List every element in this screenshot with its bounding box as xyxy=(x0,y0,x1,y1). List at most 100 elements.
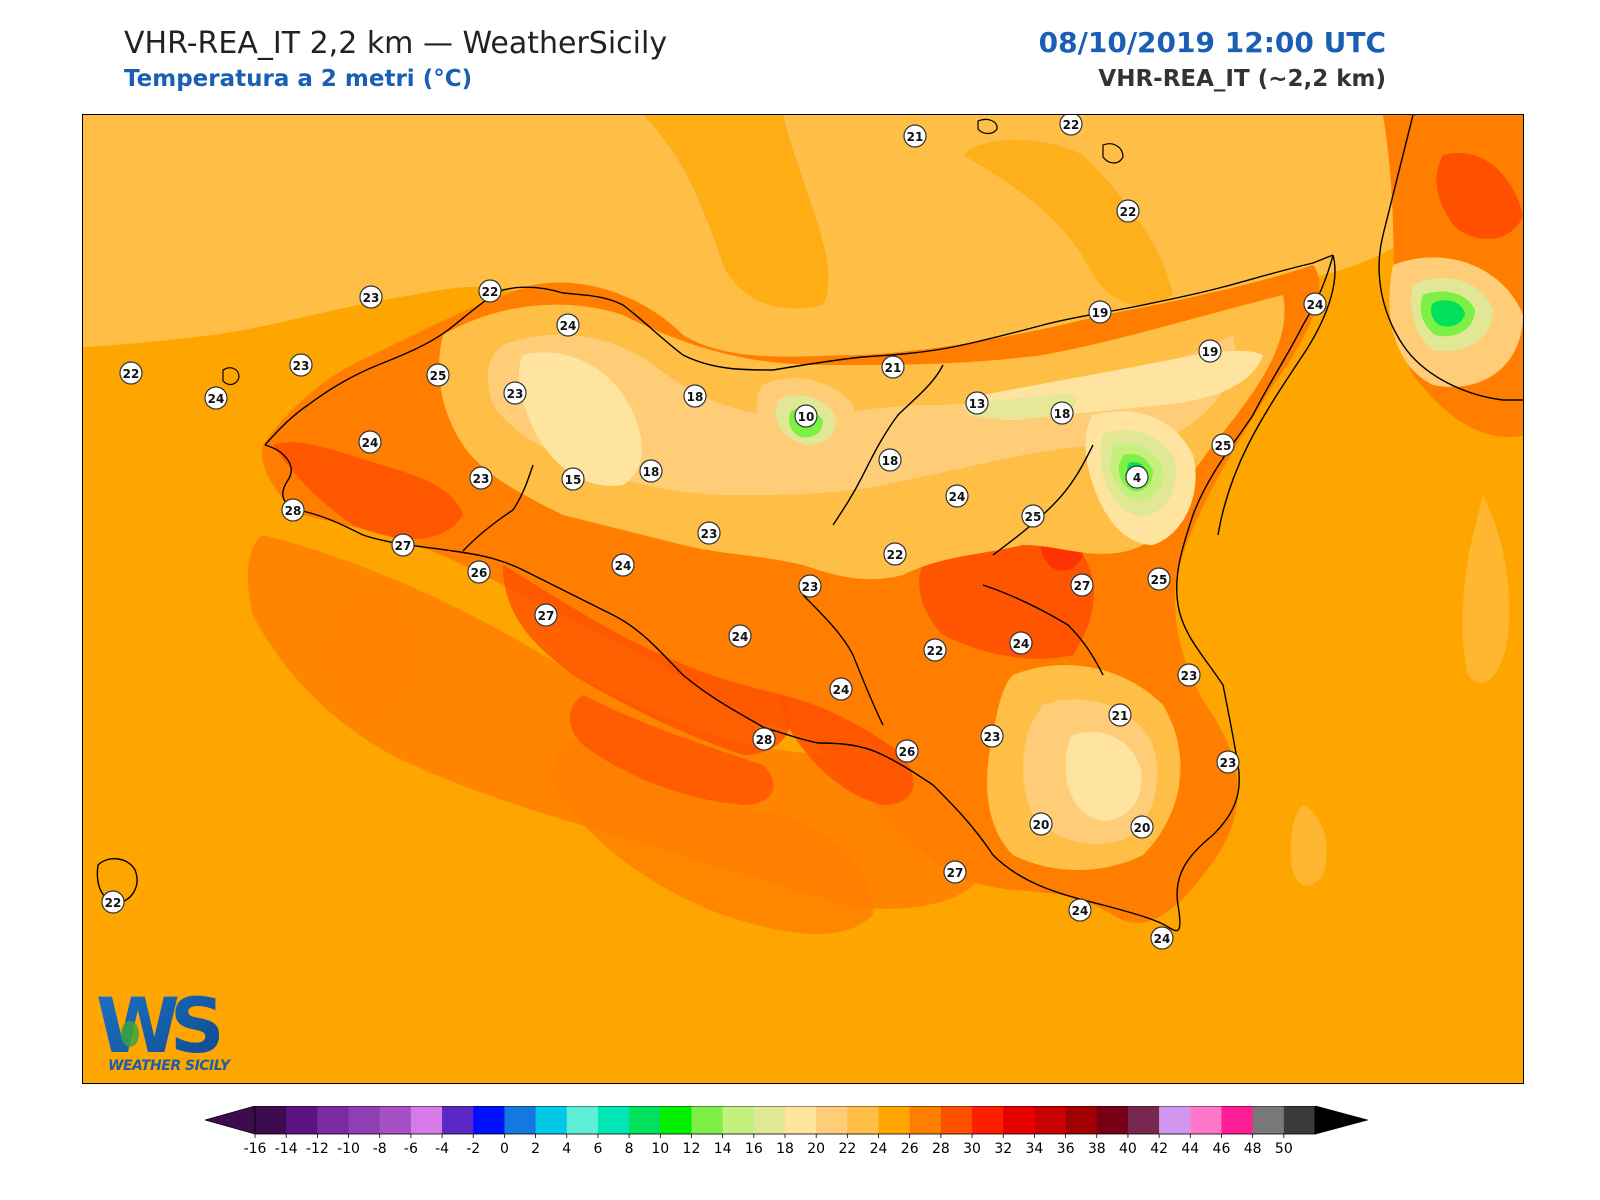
station-value: 23 xyxy=(701,527,718,541)
station-marker-circle xyxy=(903,124,927,148)
colorbar-segment xyxy=(1159,1106,1191,1134)
station-marker-circle xyxy=(1198,339,1222,363)
colorbar-tick-label: 22 xyxy=(838,1141,856,1157)
station-marker-circle xyxy=(119,361,143,385)
station-marker-circle xyxy=(728,624,752,648)
station-value: 24 xyxy=(1307,298,1324,312)
station-value: 27 xyxy=(1074,579,1091,593)
colorbar-segment xyxy=(504,1106,537,1134)
station-marker-circle xyxy=(1009,631,1033,655)
colorbar-tick-label: 18 xyxy=(776,1141,794,1157)
station-marker-circle xyxy=(1147,567,1171,591)
station-marker: 24 xyxy=(1303,292,1327,316)
station-value: 28 xyxy=(756,733,773,747)
colorbar-tick-label: 4 xyxy=(562,1141,571,1157)
station-marker-circle xyxy=(1130,815,1154,839)
station-marker: 22 xyxy=(1116,199,1140,223)
colorbar-segment xyxy=(1252,1106,1285,1134)
station-marker-circle xyxy=(478,279,502,303)
station-marker-circle xyxy=(556,313,580,337)
colorbar-tick-label: -12 xyxy=(306,1141,329,1157)
station-value: 23 xyxy=(1181,669,1198,683)
station-marker: 10 xyxy=(794,404,818,428)
station-marker-circle xyxy=(980,724,1004,748)
station-marker-circle xyxy=(1088,300,1112,324)
station-marker: 24 xyxy=(358,430,382,454)
station-value: 25 xyxy=(430,369,447,383)
station-marker-circle xyxy=(697,521,721,545)
station-marker: 20 xyxy=(1130,815,1154,839)
colorbar-tick-label: 2 xyxy=(531,1141,540,1157)
station-marker: 22 xyxy=(478,279,502,303)
colorbar-segment xyxy=(722,1106,755,1134)
colorbar-arrow-right xyxy=(1314,1105,1369,1135)
station-marker-circle xyxy=(1070,573,1094,597)
station-marker-circle xyxy=(945,484,969,508)
station-marker-circle xyxy=(1021,504,1045,528)
station-value: 24 xyxy=(362,436,379,450)
colorbar-segment xyxy=(1283,1106,1316,1134)
station-marker-circle xyxy=(1108,703,1132,727)
station-value: 21 xyxy=(1112,709,1129,723)
station-marker-circle xyxy=(611,553,635,577)
colorbar-segment xyxy=(753,1106,786,1134)
station-marker-circle xyxy=(1029,812,1053,836)
station-marker-circle xyxy=(798,574,822,598)
colorbar-segment xyxy=(255,1106,287,1134)
colorbar-tick-label: 28 xyxy=(932,1141,950,1157)
station-marker-circle xyxy=(467,560,491,584)
colorbar-tick-label: 50 xyxy=(1275,1141,1293,1157)
station-value: 18 xyxy=(643,465,660,479)
station-marker: 23 xyxy=(1177,663,1201,687)
station-marker-circle xyxy=(1211,433,1235,457)
station-marker: 26 xyxy=(467,560,491,584)
colorbar-tick-label: 20 xyxy=(807,1141,825,1157)
station-marker: 24 xyxy=(1150,926,1174,950)
colorbar-tick-label: 32 xyxy=(994,1141,1012,1157)
station-marker-circle xyxy=(895,739,919,763)
station-value: 4 xyxy=(1133,471,1141,485)
colorbar-segment xyxy=(597,1106,630,1134)
station-marker: 26 xyxy=(895,739,919,763)
colorbar-segment xyxy=(785,1106,817,1134)
station-marker-circle xyxy=(1050,401,1074,425)
station-value: 23 xyxy=(802,580,819,594)
colorbar-tick-label: 8 xyxy=(625,1141,634,1157)
colorbar-tick-label: 6 xyxy=(593,1141,602,1157)
calabria-coast xyxy=(1378,115,1523,401)
station-marker-circle xyxy=(1059,115,1083,136)
colorbar-segment xyxy=(1065,1106,1098,1134)
station-marker: 25 xyxy=(1211,433,1235,457)
station-value: 23 xyxy=(363,291,380,305)
station-value: 24 xyxy=(732,630,749,644)
station-marker-circle xyxy=(1116,199,1140,223)
station-marker: 4 xyxy=(1125,465,1149,489)
colorbar-svg: -16 -14 -12 -10 -8 -6 -4 -2 0 2 4 6 8 10 12 14 16 18 20 22 2… xyxy=(203,1105,1369,1157)
station-value: 22 xyxy=(927,644,944,658)
station-marker-circle xyxy=(639,459,663,483)
station-marker: 27 xyxy=(391,533,415,557)
colorbar-tick-label: -2 xyxy=(466,1141,480,1157)
station-marker: 18 xyxy=(639,459,663,483)
station-marker: 23 xyxy=(798,574,822,598)
colorbar-segment xyxy=(629,1106,661,1134)
colorbar-tick-label: 14 xyxy=(714,1141,732,1157)
station-marker-circle xyxy=(752,727,776,751)
colorbar-segment xyxy=(909,1106,942,1134)
station-value: 22 xyxy=(887,548,904,562)
temperature-colorbar: -16 -14 -12 -10 -8 -6 -4 -2 0 2 4 6 8 10 12 14 16 18 20 22 2… xyxy=(203,1105,1400,1166)
colorbar-segment xyxy=(442,1106,474,1134)
station-value: 18 xyxy=(1054,407,1071,421)
colorbar-tick-label: 34 xyxy=(1025,1141,1043,1157)
station-marker-circle xyxy=(1125,465,1149,489)
forecast-datetime: 08/10/2019 12:00 UTC xyxy=(1038,26,1386,59)
station-value: 26 xyxy=(471,566,488,580)
colorbar-tick-label: -4 xyxy=(435,1141,449,1157)
station-value: 23 xyxy=(984,730,1001,744)
colorbar-segment xyxy=(878,1106,911,1134)
colorbar-tick-label: 42 xyxy=(1150,1141,1168,1157)
station-marker-circle xyxy=(943,860,967,884)
station-marker: 19 xyxy=(1088,300,1112,324)
station-marker-circle xyxy=(878,448,902,472)
station-value: 18 xyxy=(687,390,704,404)
